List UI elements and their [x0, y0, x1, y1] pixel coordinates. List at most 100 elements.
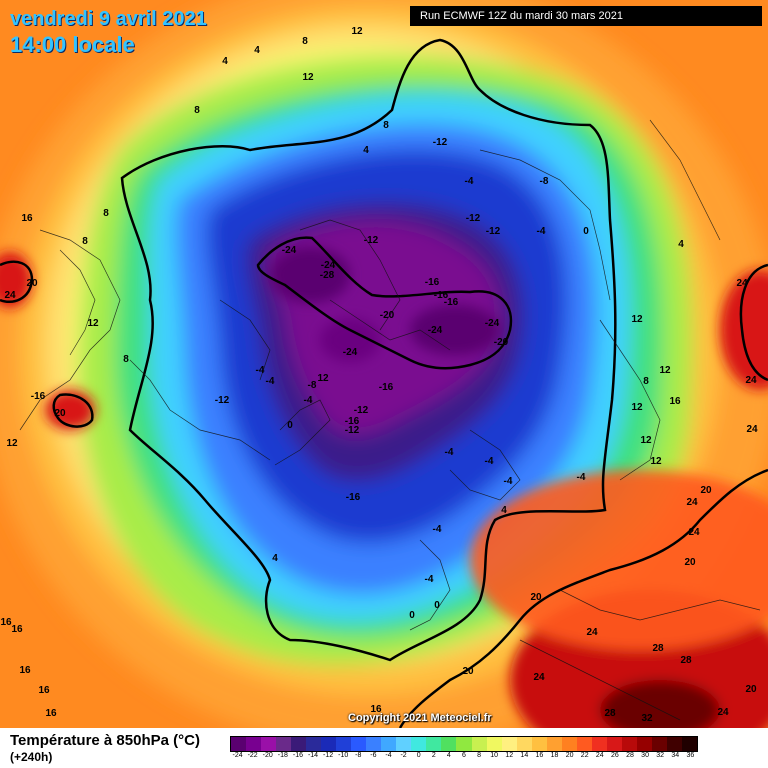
colorbar-tick-label: 36	[686, 752, 695, 759]
colorbar-cell	[561, 737, 577, 751]
isotherm-label: 24	[736, 278, 748, 289]
isotherm-label: 4	[363, 145, 369, 156]
colorbar-tick-label: 2	[431, 752, 436, 759]
isotherm-label: 0	[583, 226, 589, 237]
colorbar-tick-label: -14	[307, 752, 319, 759]
colorbar-tick-label: 4	[446, 752, 451, 759]
colorbar-cell	[336, 737, 352, 751]
isotherm-label: 8	[123, 354, 129, 365]
isotherm-label: -16	[345, 416, 360, 427]
isotherm-label: 28	[604, 708, 616, 719]
colorbar-tick-label: 6	[462, 752, 466, 759]
isotherm-label: 4	[501, 505, 507, 516]
colorbar-tick-label: -20	[262, 752, 273, 759]
isotherm-label: -4	[256, 365, 265, 376]
colorbar-tick-label: -4	[385, 752, 392, 759]
isotherm-label: 20	[530, 592, 542, 603]
colorbar-cell	[276, 737, 292, 751]
isotherm-label: 28	[680, 655, 692, 666]
isotherm-label: -12	[466, 213, 481, 224]
colorbar-cell	[501, 737, 517, 751]
isotherm-label: 16	[38, 685, 50, 696]
isotherm-label: 12	[87, 318, 99, 329]
run-banner: Run ECMWF 12Z du mardi 30 mars 2021	[410, 6, 762, 26]
isotherm-label: 12	[317, 373, 329, 384]
isotherm-label: 20	[26, 278, 38, 289]
isotherm-label: -16	[444, 297, 459, 308]
colorbar-tick-label: -16	[292, 752, 303, 759]
isotherm-label: -16	[346, 492, 361, 503]
isotherm-label: 20	[54, 408, 66, 419]
legend-subtitle: (+240h)	[10, 750, 53, 764]
isotherm-label: -4	[425, 574, 434, 585]
colorbar-tick-label: 26	[610, 752, 619, 759]
isotherm-label: -24	[485, 318, 500, 329]
isotherm-label: -16	[434, 290, 449, 301]
extreme-field	[0, 247, 768, 728]
colorbar-tick-label: -2	[400, 752, 407, 759]
colorbar-cell	[636, 737, 652, 751]
colorbar-tick-label: -10	[338, 752, 349, 759]
isotherm-label: -16	[31, 391, 46, 402]
colorbar-cell	[651, 737, 667, 751]
isotherm-label: 12	[302, 72, 314, 83]
colorbar-cell	[486, 737, 502, 751]
isotherm-label: -8	[540, 176, 549, 187]
colorbar-cell	[396, 737, 412, 751]
colorbar-cell	[606, 737, 622, 751]
colorbar-tick-label: 18	[550, 752, 559, 759]
isotherm-label: 16	[669, 396, 681, 407]
colorbar-cell	[291, 737, 307, 751]
colorbar-tick-label: -18	[277, 752, 288, 759]
colorbar-tick-label: 22	[580, 752, 589, 759]
isotherm-label: -4	[445, 447, 454, 458]
colorbar-cell	[441, 737, 457, 751]
colorbar-tick-label: -8	[355, 752, 362, 759]
colorbar-tick-label: 30	[641, 752, 649, 759]
isotherm-label: 0	[409, 610, 415, 621]
isotherm-label: -16	[425, 277, 440, 288]
colorbar-tick-label: 16	[535, 752, 544, 759]
colorbar-tick-label: 12	[505, 752, 514, 759]
colorbar-cell	[456, 737, 472, 751]
isotherm-label: 24	[4, 290, 16, 301]
isotherm-label: -4	[304, 395, 313, 406]
isotherm-label: -4	[433, 524, 442, 535]
isotherm-label: -12	[354, 405, 369, 416]
colorbar-tick-label: 10	[490, 752, 499, 759]
isotherm-label: -4	[504, 476, 513, 487]
isotherm-label: 16	[21, 213, 33, 224]
isotherm-label: -4	[266, 376, 275, 387]
isotherm-label: 4	[254, 45, 260, 56]
isotherm-label: 4	[678, 239, 684, 250]
colorbar-cell	[366, 737, 382, 751]
isotherm-label: 24	[686, 497, 698, 508]
colorbar-cell	[666, 737, 682, 751]
isotherm-label: -12	[345, 425, 360, 436]
colorbar-cell	[621, 737, 637, 751]
isotherm-label: -12	[486, 226, 501, 237]
isotherm-label: 24	[688, 527, 700, 538]
isotherm-label: -24	[282, 245, 297, 256]
isotherm-label: -16	[379, 382, 394, 393]
copyright-text: Copyright 2021 Meteociel.fr	[348, 712, 492, 724]
legend-title: Température à 850hPa (°C)	[10, 732, 200, 749]
isotherm-label: -28	[320, 270, 335, 281]
colorbar-tick-label: -22	[247, 752, 258, 759]
isotherm-label: 24	[746, 424, 758, 435]
warm-band-se	[470, 470, 768, 650]
forecast-date: vendredi 9 avril 2021	[10, 8, 207, 30]
contour-minus20	[256, 236, 513, 370]
isotherm-label: 24	[717, 707, 729, 718]
colorbar-cell	[426, 737, 442, 751]
isotherm-label: 8	[383, 120, 389, 131]
isotherm-label: 0	[434, 600, 440, 611]
isotherm-label: -12	[215, 395, 230, 406]
isotherm-label: -24	[428, 325, 443, 336]
isotherm-label: 16	[370, 704, 382, 715]
isotherm-label: 20	[745, 684, 757, 695]
isotherm-label: -4	[537, 226, 546, 237]
colorbar-tick-label: -6	[370, 752, 377, 759]
colorbar-cell	[246, 737, 262, 751]
isotherm-label: 12	[650, 456, 662, 467]
